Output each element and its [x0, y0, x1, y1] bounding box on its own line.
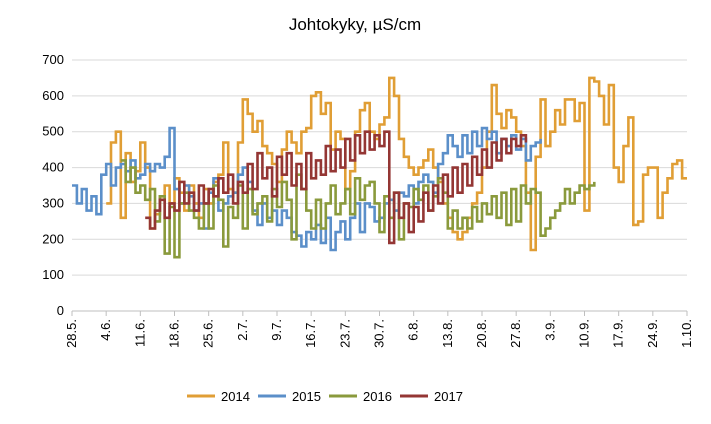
legend-label: 2014 [221, 389, 250, 404]
x-tick-label: 27.8. [508, 319, 523, 348]
y-tick-label: 100 [42, 267, 64, 282]
y-tick-label: 0 [57, 303, 64, 318]
x-tick-label: 4.6. [98, 319, 113, 341]
legend: 2014 2015 2016 2017 [187, 389, 463, 404]
x-tick-label: 13.8. [440, 319, 455, 348]
x-tick-label: 3.9. [542, 319, 557, 341]
y-tick-label: 600 [42, 88, 64, 103]
series-lines [72, 76, 687, 259]
series-line-2017 [145, 130, 528, 245]
legend-label: 2017 [434, 389, 463, 404]
x-tick-label: 9.7. [269, 319, 284, 341]
x-tick-label: 17.9. [611, 319, 626, 348]
x-tick-label: 25.6. [201, 319, 216, 348]
chart-title: Johtokyky, µS/cm [289, 15, 421, 34]
x-tick-label: 23.7. [337, 319, 352, 348]
x-tick-label: 1.10. [679, 319, 694, 348]
legend-label: 2015 [292, 389, 321, 404]
x-tick-label: 20.8. [474, 319, 489, 348]
series-line-2014 [106, 76, 687, 252]
y-tick-label: 500 [42, 124, 64, 139]
x-tick-label: 2.7. [235, 319, 250, 341]
x-tick-label: 16.7. [303, 319, 318, 348]
x-tick-label: 18.6. [167, 319, 182, 348]
y-tick-label: 400 [42, 160, 64, 175]
series-line-2016 [120, 159, 596, 259]
x-tick-label: 28.5. [64, 319, 79, 348]
x-tick-label: 24.9. [645, 319, 660, 348]
x-tick-label: 11.6. [132, 319, 147, 347]
y-tick-label: 700 [42, 52, 64, 67]
series-line-2015 [72, 126, 542, 252]
x-axis-ticks: 28.5. 4.6. 11.6. 18.6. 25.6. 2.7. 9.7. 16.7. 23.… [64, 311, 694, 348]
y-tick-label: 200 [42, 231, 64, 246]
y-axis-ticks: 0 100 200 300 400 500 600 700 [42, 52, 64, 318]
x-tick-label: 6.8. [406, 319, 421, 341]
legend-label: 2016 [363, 389, 392, 404]
x-tick-label: 10.9. [577, 319, 592, 348]
y-tick-label: 300 [42, 195, 64, 210]
x-tick-label: 30.7. [372, 319, 387, 348]
